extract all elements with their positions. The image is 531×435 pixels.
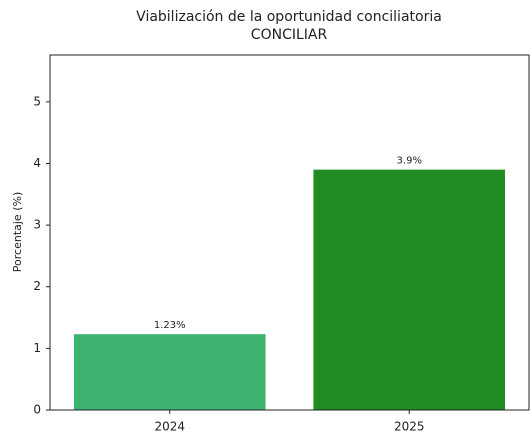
- value-label: 3.9%: [397, 156, 422, 167]
- y-tick-label: 1: [33, 341, 41, 355]
- y-tick-label: 4: [33, 156, 41, 170]
- value-label: 1.23%: [154, 320, 186, 331]
- y-tick-label: 2: [33, 279, 41, 293]
- x-tick-label: 2025: [394, 420, 425, 434]
- bar: [313, 169, 506, 410]
- y-tick-label: 5: [33, 94, 41, 108]
- bar: [73, 334, 266, 410]
- chart-title: Viabilización de la oportunidad concilia…: [136, 9, 442, 25]
- plot-frame: [49, 54, 530, 411]
- chart-subtitle: CONCILIAR: [251, 27, 328, 43]
- x-tick-label: 2024: [154, 420, 185, 434]
- y-tick-label: 0: [33, 403, 41, 417]
- y-tick-label: 3: [33, 218, 41, 232]
- y-axis-label: Porcentaje (%): [11, 192, 24, 272]
